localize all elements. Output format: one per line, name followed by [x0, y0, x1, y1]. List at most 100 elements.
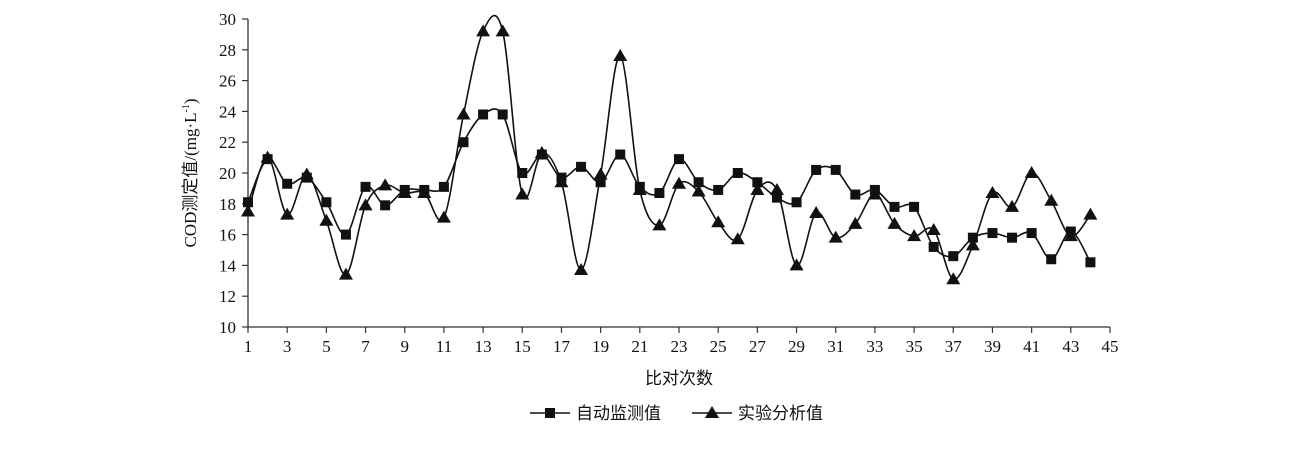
data-point-triangle: [672, 176, 686, 189]
data-point-triangle: [926, 222, 941, 235]
data-point-triangle: [456, 107, 471, 120]
y-tick-label: 10: [219, 318, 236, 337]
data-point-triangle: [417, 186, 432, 199]
data-point-triangle: [985, 186, 1000, 199]
data-point-triangle: [319, 213, 334, 226]
data-point-triangle: [593, 167, 608, 180]
y-tick-label: 26: [219, 72, 236, 91]
data-point-square: [811, 164, 822, 175]
y-tick-label: 12: [219, 287, 236, 306]
x-tick-label: 9: [400, 337, 409, 356]
x-tick-label: 41: [1023, 337, 1040, 356]
x-tick-label: 17: [553, 337, 571, 356]
data-point-triangle: [769, 182, 784, 195]
data-point-square: [1046, 254, 1057, 265]
data-point-triangle: [730, 232, 745, 245]
data-point-square: [693, 177, 704, 188]
data-point-triangle: [1024, 166, 1039, 178]
legend-label: 自动监测值: [576, 404, 661, 423]
data-point-square: [380, 200, 391, 211]
x-tick-label: 5: [322, 337, 331, 356]
data-point-square: [771, 192, 782, 203]
x-tick-label: 15: [514, 337, 531, 356]
data-point-triangle: [1063, 229, 1078, 242]
data-point-square: [948, 251, 959, 262]
x-tick-label: 31: [827, 337, 844, 356]
data-point-triangle: [1083, 207, 1098, 220]
y-tick-label: 16: [219, 226, 236, 245]
y-tick-label: 22: [219, 133, 236, 152]
data-point-triangle: [515, 187, 530, 200]
data-point-square: [713, 184, 724, 195]
data-point-square: [654, 188, 665, 199]
legend-marker-square: [545, 408, 555, 418]
data-point-triangle: [867, 187, 882, 200]
data-point-square: [595, 177, 606, 188]
data-point-triangle: [887, 216, 902, 229]
x-tick-label: 19: [592, 337, 609, 356]
data-point-triangle: [534, 145, 549, 158]
x-tick-label: 45: [1102, 337, 1119, 356]
data-point-triangle: [397, 186, 412, 199]
data-point-square: [674, 154, 684, 165]
data-point-square: [1026, 228, 1037, 239]
x-axis-label: 比对次数: [645, 369, 713, 388]
y-tick-label: 28: [219, 41, 236, 60]
y-tick-label: 30: [219, 10, 236, 29]
data-point-triangle: [946, 272, 961, 285]
data-point-square: [360, 181, 371, 192]
x-tick-label: 3: [283, 337, 292, 356]
series-line-square: [247, 108, 1092, 263]
data-point-square: [438, 181, 449, 192]
x-tick-label: 43: [1062, 337, 1079, 356]
data-point-square: [830, 164, 841, 175]
x-tick-label: 37: [945, 337, 963, 356]
data-point-triangle: [338, 267, 353, 280]
x-tick-label: 7: [361, 337, 370, 356]
data-point-square: [497, 109, 508, 120]
data-point-triangle: [711, 215, 726, 228]
data-point-square: [987, 228, 998, 239]
data-point-square: [791, 197, 802, 208]
legend-marker-triangle: [705, 406, 719, 418]
data-point-triangle: [1044, 193, 1059, 206]
data-point-square: [850, 189, 861, 200]
data-point-triangle: [495, 24, 510, 37]
data-point-square: [517, 168, 528, 178]
legend: 自动监测值 实验分析值: [530, 404, 823, 423]
y-tick-label: 14: [219, 256, 237, 275]
data-point-square: [458, 137, 469, 148]
y-axis-label-main: COD测定值/(mg·L: [181, 112, 200, 247]
data-point-triangle: [436, 210, 451, 223]
y-tick-label: 20: [219, 164, 236, 183]
y-tick-label: 18: [219, 195, 236, 214]
y-axis-label-end: ): [181, 98, 200, 104]
data-point-triangle: [965, 238, 980, 251]
data-point-square: [889, 201, 900, 212]
data-point-triangle: [828, 230, 843, 243]
data-point-square: [321, 197, 332, 208]
data-point-square: [282, 178, 293, 189]
data-point-triangle: [613, 48, 628, 61]
data-point-triangle: [299, 167, 314, 180]
x-tick-label: 27: [749, 337, 767, 356]
data-point-triangle: [476, 24, 491, 37]
x-tick-label: 13: [475, 337, 492, 356]
data-point-triangle: [554, 175, 569, 188]
y-axis-label: COD测定值/(mg·L-1): [181, 98, 200, 247]
data-point-triangle: [260, 150, 275, 163]
data-point-triangle: [1005, 199, 1020, 212]
data-point-triangle: [907, 229, 922, 242]
x-tick-label: 25: [710, 337, 727, 356]
data-point-triangle: [691, 184, 706, 197]
x-tick-label: 33: [866, 337, 883, 356]
x-tick-label: 1: [244, 337, 253, 356]
y-tick-label: 24: [219, 102, 237, 121]
data-point-square: [615, 149, 626, 160]
data-point-square: [967, 232, 978, 243]
x-tick-label: 11: [436, 337, 452, 356]
data-point-triangle: [241, 204, 255, 217]
data-point-square: [928, 241, 939, 252]
